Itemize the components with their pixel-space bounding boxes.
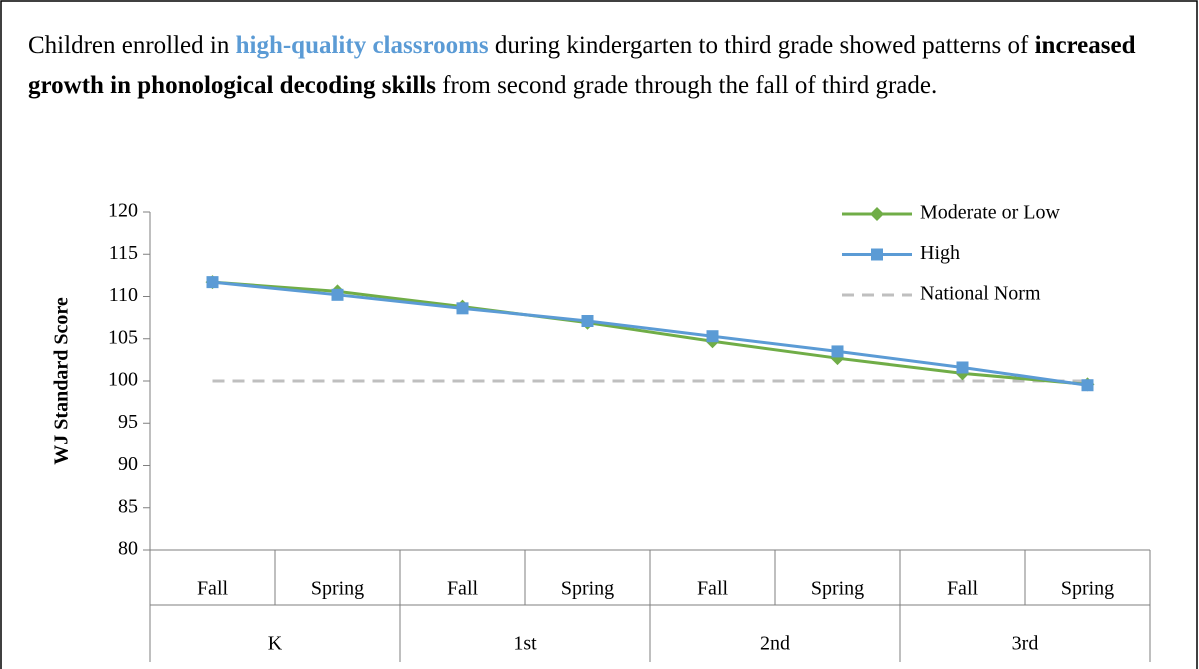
- legend-label: High: [920, 242, 960, 264]
- x-tick-label: Fall: [447, 578, 479, 600]
- point: [206, 276, 219, 289]
- x-tick-label: Spring: [1061, 578, 1114, 600]
- group-label: 1st: [513, 633, 537, 655]
- y-tick-label: 110: [109, 284, 138, 306]
- y-tick-label: 120: [108, 200, 138, 222]
- caption-segment: Children enrolled in: [28, 32, 236, 59]
- x-tick-label: Fall: [947, 578, 979, 600]
- y-tick-label: 100: [108, 369, 138, 391]
- y-axis-title: WJ Standard Score: [51, 297, 73, 465]
- point: [956, 361, 969, 374]
- legend-label: Moderate or Low: [920, 202, 1061, 224]
- x-tick-label: Spring: [561, 578, 614, 600]
- caption-segment: during kindergarten to third grade showe…: [488, 32, 1035, 59]
- y-tick-label: 105: [108, 326, 138, 348]
- series-line: [212, 280, 1088, 386]
- point: [331, 288, 344, 301]
- caption-segment: from second grade through the fall of th…: [435, 72, 938, 99]
- caption: Children enrolled in high-quality classr…: [28, 26, 1178, 106]
- caption-segment: high-quality classrooms: [235, 32, 489, 59]
- y-tick-label: 115: [109, 242, 138, 264]
- y-tick-label: 85: [118, 495, 138, 517]
- point: [831, 345, 844, 358]
- x-tick-label: Fall: [697, 578, 729, 600]
- legend-marker: [870, 207, 884, 221]
- point: [1081, 379, 1094, 392]
- legend-label: National Norm: [920, 283, 1041, 305]
- point: [456, 302, 469, 315]
- caption-segment: increased growth in phonological decodin…: [28, 32, 1136, 99]
- y-tick-label: 90: [118, 453, 138, 475]
- point: [706, 330, 719, 343]
- series-line: [212, 280, 1088, 387]
- group-label: 2nd: [760, 633, 790, 655]
- y-tick-label: 95: [118, 411, 138, 433]
- x-tick-label: Fall: [197, 578, 229, 600]
- x-tick-label: Spring: [311, 578, 364, 600]
- point: [581, 315, 594, 328]
- x-tick-label: Spring: [811, 578, 864, 600]
- group-label: 3rd: [1012, 633, 1039, 655]
- legend-marker: [871, 248, 883, 261]
- y-tick-label: 80: [118, 538, 138, 560]
- group-label: K: [268, 633, 283, 655]
